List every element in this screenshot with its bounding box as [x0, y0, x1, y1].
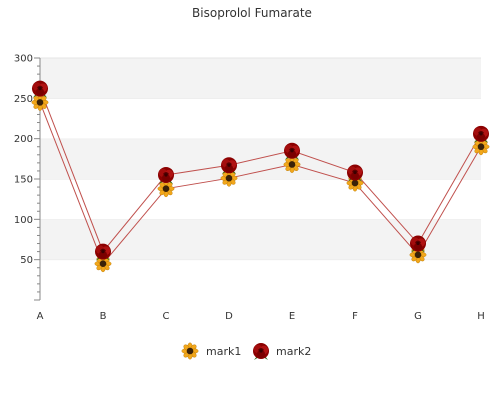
- x-tick-label: E: [289, 311, 295, 322]
- grid-band: [40, 98, 481, 139]
- x-tick-label: C: [163, 311, 170, 322]
- series-line-mark2: [39, 88, 482, 253]
- legend-label: mark2: [276, 345, 311, 358]
- grid-band: [40, 138, 481, 179]
- y-tick-label: 50: [20, 255, 33, 266]
- y-tick-label: 200: [14, 134, 33, 145]
- legend-label: mark1: [206, 345, 241, 358]
- x-tick-label: A: [37, 311, 44, 322]
- grid-band: [40, 259, 481, 300]
- x-tick-label: G: [414, 311, 422, 322]
- sunflower-icon: [181, 342, 199, 360]
- legend: mark1 mark2: [181, 342, 311, 360]
- x-tick-label: F: [352, 311, 358, 322]
- rose-icon: [253, 343, 269, 360]
- x-tick-label: D: [225, 311, 233, 322]
- y-tick-label: 100: [14, 215, 33, 226]
- grid-band: [40, 58, 481, 99]
- y-tick-label: 150: [14, 175, 33, 186]
- chart-title: Bisoprolol Fumarate: [192, 6, 312, 20]
- grid-band: [40, 179, 481, 220]
- x-tick-label: B: [100, 311, 107, 322]
- x-tick-label: H: [477, 311, 485, 322]
- y-tick-label: 300: [14, 54, 33, 65]
- y-tick-label: 250: [14, 94, 33, 105]
- series-line-mark1: [39, 102, 482, 265]
